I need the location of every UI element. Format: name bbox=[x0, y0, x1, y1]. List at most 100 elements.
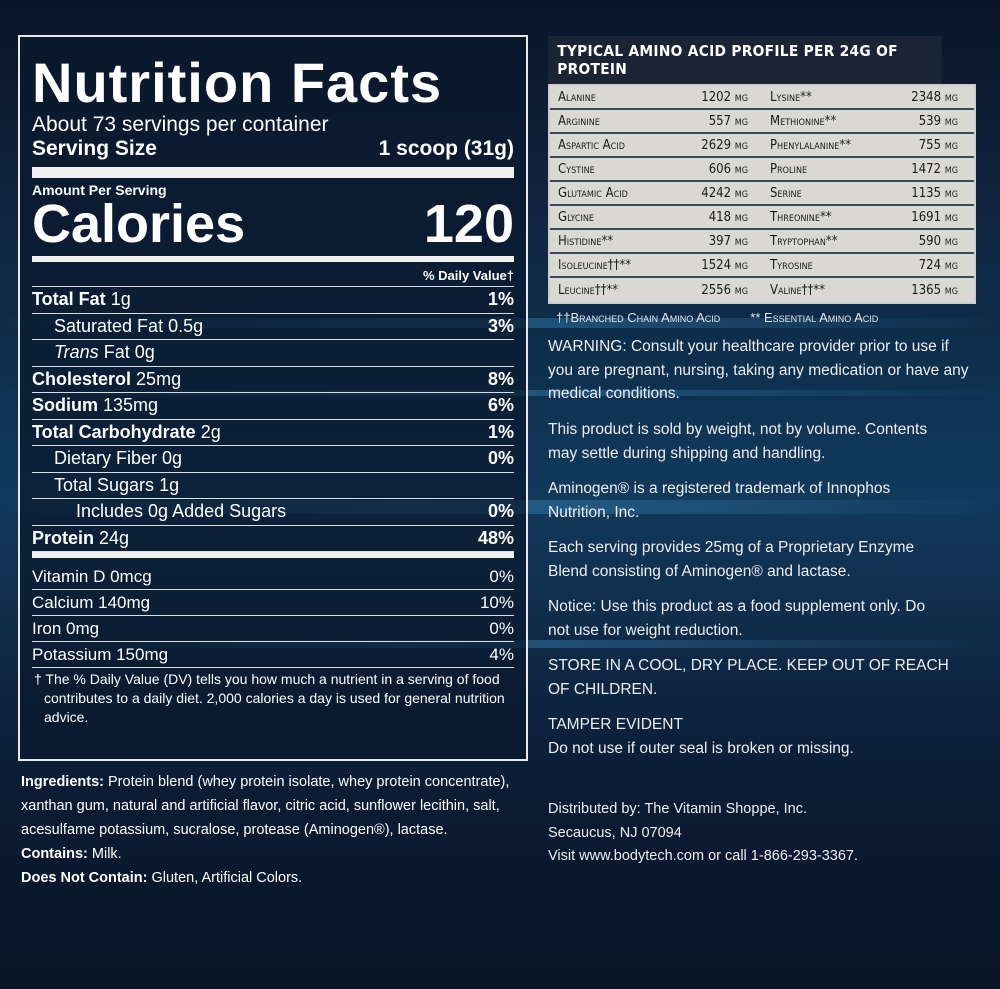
nutrient-list: Total Fat 1g 1% Saturated Fat 0.5g 3% Trans … bbox=[32, 287, 514, 552]
nutrient-row: Cholesterol 25mg 8% bbox=[32, 367, 514, 393]
amino-acid-amount: 755 mg bbox=[918, 137, 958, 153]
nutrient-dv: 3% bbox=[487, 315, 514, 336]
nutrient-name: Dietary Fiber 0g bbox=[54, 446, 182, 472]
amino-acid-name: Aspartic Acid bbox=[558, 137, 625, 153]
amino-acid-amount: 1135 mg bbox=[911, 185, 958, 201]
nutrient-amount: Fat 0g bbox=[103, 342, 155, 362]
storage-notice: STORE IN A COOL, DRY PLACE. KEEP OUT OF … bbox=[548, 657, 949, 698]
nutrient-row: Includes 0g Added Sugars 0% bbox=[32, 499, 514, 526]
nutrient-label: Total Sugars bbox=[54, 474, 155, 495]
nutrient-name: Saturated Fat 0.5g bbox=[54, 314, 203, 340]
daily-value-header: % Daily Value† bbox=[32, 266, 514, 287]
calories-label: Calories bbox=[32, 194, 246, 254]
daily-value-footnote: † The % Daily Value (DV) tells you how m… bbox=[34, 671, 505, 725]
nutrient-dv: 1% bbox=[487, 289, 514, 309]
amino-acid-amount: 724 mg bbox=[918, 257, 958, 273]
nutrient-row: Total Sugars 1g bbox=[32, 473, 514, 499]
amino-acid-amount: 397 mg bbox=[708, 233, 748, 249]
nutrient-name: Cholesterol 25mg bbox=[32, 367, 181, 393]
nutrient-label: Sodium bbox=[32, 395, 98, 415]
amino-acid-profile: TYPICAL AMINO ACID PROFILE PER 24G OF PR… bbox=[548, 36, 976, 331]
serving-size-value: 1 scoop (31g) bbox=[378, 137, 514, 160]
amino-row: Aspartic Acid 2629 mg Phenylalanine** 755 m… bbox=[550, 134, 974, 158]
enzyme-notice: Each serving provides 25mg of a Propriet… bbox=[548, 539, 915, 580]
amino-acid-amount: 539 mg bbox=[918, 113, 958, 129]
amino-row: Alanine 1202 mg Lysine** 2348 mg bbox=[550, 86, 974, 110]
amino-acid-name: Cystine bbox=[558, 161, 595, 177]
vitamin-name: Iron 0mg bbox=[32, 619, 100, 638]
nutrient-row: Dietary Fiber 0g 0% bbox=[32, 446, 514, 473]
amino-row: Isoleucine††** 1524 mg Tyrosine 724 mg bbox=[550, 254, 974, 278]
serving-size-label: Serving Size bbox=[32, 137, 157, 160]
nutrient-name: Includes 0g Added Sugars bbox=[76, 499, 286, 525]
divider-thick bbox=[32, 167, 514, 178]
nutrient-dv: 0% bbox=[487, 448, 514, 468]
ingredients-text: Protein blend (whey protein isolate, whe… bbox=[21, 774, 510, 838]
amino-acid-amount: 2556 mg bbox=[701, 282, 748, 298]
amino-acid-name: Leucine††** bbox=[558, 282, 619, 298]
amino-acid-amount: 4242 mg bbox=[701, 185, 748, 201]
ingredients: Ingredients: Protein blend (whey protein… bbox=[21, 770, 526, 842]
nutrient-label: Protein bbox=[32, 527, 95, 548]
amino-acid-name: Proline bbox=[770, 161, 808, 177]
nutrient-amount: 24g bbox=[99, 527, 130, 548]
vitamin-name: Calcium 140mg bbox=[32, 593, 151, 612]
nutrient-dv: 1% bbox=[487, 421, 514, 442]
nutrient-row: Protein 24g 48% bbox=[32, 526, 514, 552]
nutrient-row: Total Fat 1g 1% bbox=[32, 287, 514, 314]
amino-row: Histidine** 397 mg Tryptophan** 590 mg bbox=[550, 230, 974, 254]
divider-medium bbox=[32, 552, 514, 558]
amino-acid-name: Glycine bbox=[558, 209, 595, 225]
ingredients-label: Ingredients: bbox=[21, 774, 104, 790]
amino-row: Arginine 557 mg Methionine** 539 mg bbox=[550, 110, 974, 134]
vitamin-name: Vitamin D 0mcg bbox=[32, 567, 152, 586]
amino-acid-name: Glutamic Acid bbox=[558, 185, 628, 201]
nutrient-amount: 25mg bbox=[136, 368, 182, 389]
amino-acid-name: Lysine** bbox=[770, 89, 812, 105]
trademark-notice: Aminogen® is a registered trademark of I… bbox=[548, 480, 891, 521]
contains: Contains: Milk. bbox=[21, 842, 526, 866]
nutrient-amount: 1g bbox=[159, 474, 180, 495]
amino-acid-name: Tryptophan** bbox=[770, 233, 838, 249]
divider-medium bbox=[32, 256, 514, 262]
nutrient-name: Sodium 135mg bbox=[32, 393, 158, 419]
nutrient-amount: 2g bbox=[200, 421, 221, 442]
amino-title: TYPICAL AMINO ACID PROFILE PER 24G OF PR… bbox=[548, 36, 942, 84]
nutrient-row: Saturated Fat 0.5g 3% bbox=[32, 314, 514, 340]
supplement-notice: Notice: Use this product as a food suppl… bbox=[548, 598, 926, 639]
amino-acid-amount: 1691 mg bbox=[911, 209, 958, 225]
amino-row: Glutamic Acid 4242 mg Serine 1135 mg bbox=[550, 182, 974, 206]
nutrient-dv: 0% bbox=[487, 501, 514, 521]
nutrient-name: Trans Fat 0g bbox=[54, 340, 155, 366]
amino-acid-name: Alanine bbox=[558, 89, 596, 105]
amino-acid-amount: 1524 mg bbox=[701, 257, 748, 273]
amino-table: Alanine 1202 mg Lysine** 2348 mg Arginine 557… bbox=[548, 84, 976, 304]
serving-size-row: Serving Size 1 scoop (31g) bbox=[32, 137, 514, 161]
nutrition-title: Nutrition Facts bbox=[32, 51, 443, 114]
nutrient-label: Saturated Fat bbox=[54, 315, 164, 336]
distributor-info: Distributed by: The Vitamin Shoppe, Inc.… bbox=[548, 801, 859, 864]
vitamin-dv: 10% bbox=[479, 593, 514, 612]
nutrient-amount: 135mg bbox=[103, 395, 159, 415]
nutrient-label: Total Fat bbox=[32, 289, 106, 309]
nutrient-amount: 0.5g bbox=[168, 315, 204, 336]
amino-acid-name: Phenylalanine** bbox=[770, 137, 852, 153]
amino-acid-amount: 2629 mg bbox=[701, 137, 748, 153]
nutrient-row: Total Carbohydrate 2g 1% bbox=[32, 420, 514, 446]
vitamin-name: Potassium 150mg bbox=[32, 645, 169, 664]
amino-acid-name: Threonine** bbox=[770, 209, 832, 225]
does-not-contain-label: Does Not Contain: bbox=[21, 870, 148, 886]
vitamin-dv: 0% bbox=[489, 567, 514, 586]
nutrition-facts-panel: Nutrition Facts About 73 servings per co… bbox=[18, 35, 528, 761]
nutrient-label: Dietary Fiber bbox=[54, 448, 158, 468]
nutrient-label: Includes 0g Added Sugars bbox=[76, 501, 287, 521]
nutrient-amount: 0g bbox=[162, 448, 183, 468]
amino-acid-amount: 1202 mg bbox=[701, 89, 748, 105]
amino-acid-amount: 590 mg bbox=[918, 233, 958, 249]
nutrient-name: Total Carbohydrate 2g bbox=[32, 420, 221, 446]
warning-text: WARNING: Consult your healthcare provide… bbox=[548, 338, 969, 402]
ingredients-block: Ingredients: Protein blend (whey protein… bbox=[21, 770, 526, 890]
amino-acid-name: Valine††** bbox=[770, 282, 825, 298]
vitamin-row: Calcium 140mg 10% bbox=[32, 590, 514, 616]
nutrient-dv: 8% bbox=[487, 368, 514, 389]
